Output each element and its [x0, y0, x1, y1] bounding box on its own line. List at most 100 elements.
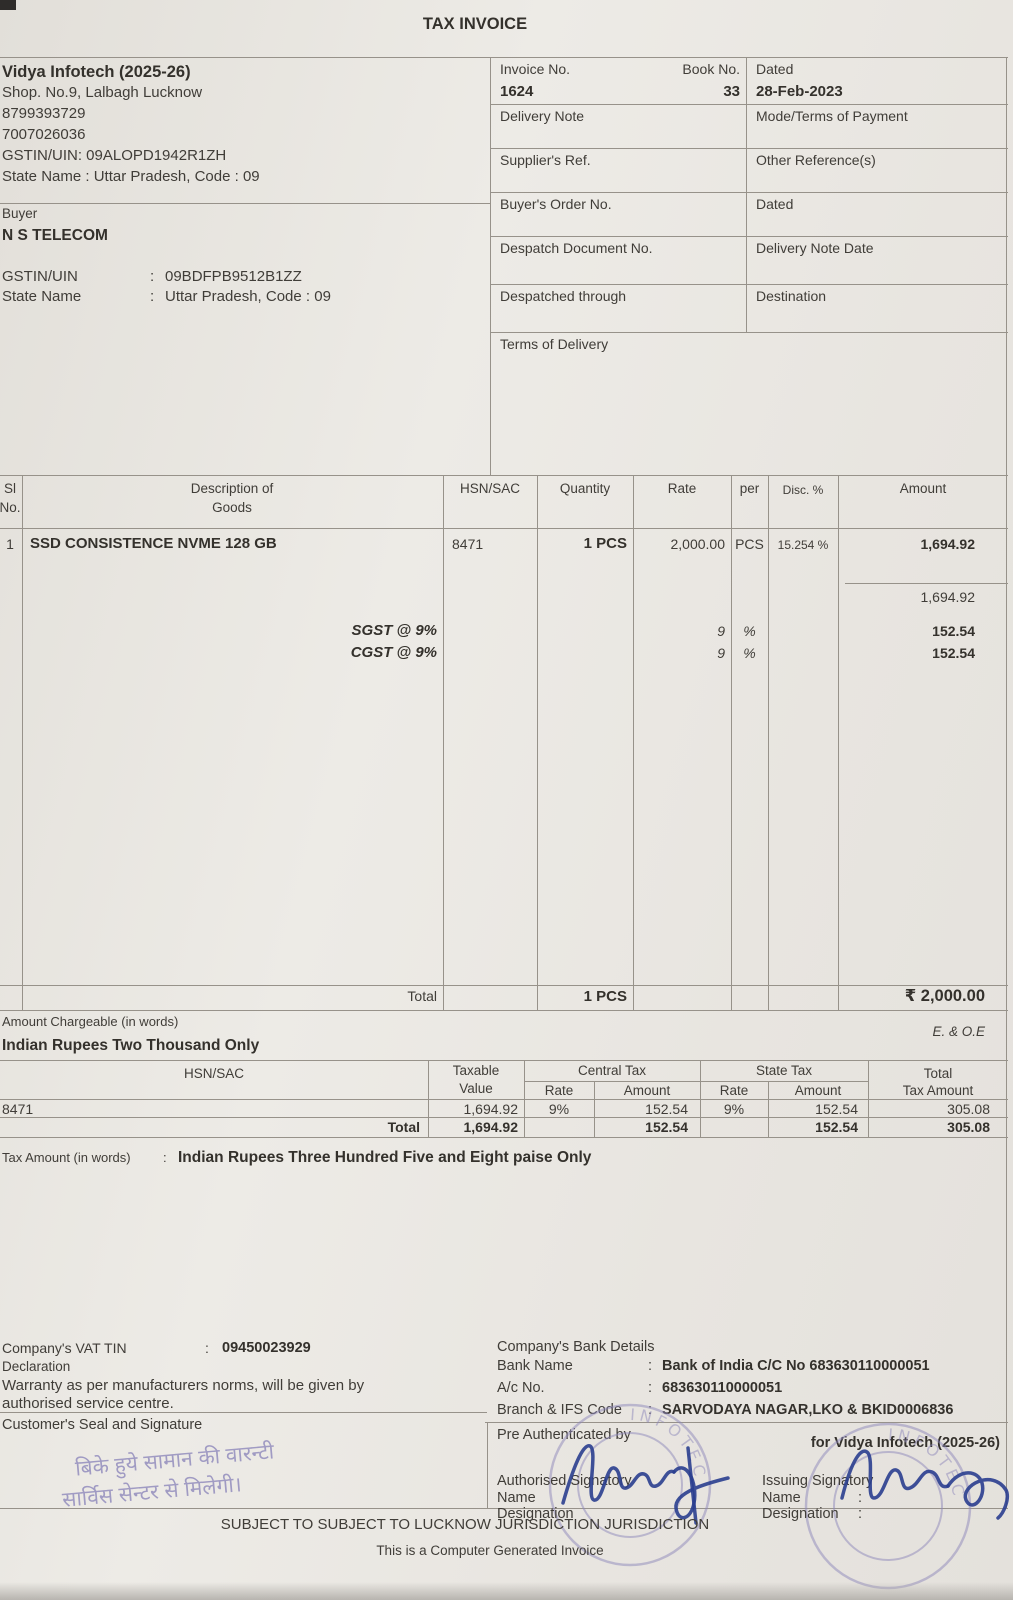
- seller-phone-2: 7007026036: [2, 126, 86, 143]
- taxtable-total-st-amount: 152.54: [815, 1119, 858, 1135]
- divider: [443, 475, 444, 1010]
- buyer-name: N S TELECOM: [2, 227, 108, 244]
- tax-words-value: Indian Rupees Three Hundred Five and Eig…: [178, 1149, 592, 1166]
- book-no-value: 33: [723, 83, 740, 100]
- buyers-order-label: Buyer's Order No.: [500, 196, 612, 212]
- tax-line-cgst: CGST @ 9%: [350, 644, 437, 661]
- taxtable-total-header: Total: [923, 1066, 953, 1081]
- divider: [428, 1060, 429, 1137]
- signature-authorised: [561, 1444, 730, 1525]
- divider: [768, 475, 769, 1010]
- taxtable-row-st-amount: 152.54: [815, 1101, 858, 1117]
- divider: [868, 1060, 869, 1137]
- divider: [0, 1117, 1008, 1118]
- tax-line-sgst: SGST @ 9%: [351, 622, 437, 639]
- divider: [485, 1422, 1008, 1423]
- bank-name-value: Bank of India C/C No 683630110000051: [662, 1358, 930, 1374]
- buyer-state-value: Uttar Pradesh, Code : 09: [165, 288, 331, 305]
- seller-phone-1: 8799393729: [2, 105, 86, 122]
- subtotal-amount: 1,694.92: [920, 589, 976, 605]
- buyer-gstin-value: 09BDFPB9512B1ZZ: [165, 268, 302, 285]
- invoice-no-label: Invoice No.: [500, 61, 571, 77]
- divider: [490, 57, 491, 475]
- terms-label: Terms of Delivery: [500, 336, 609, 352]
- taxtable-row-ct-rate: 9%: [548, 1101, 570, 1117]
- colon: :: [858, 1506, 863, 1522]
- signature-issuing: [840, 1449, 1010, 1520]
- divider: [0, 1099, 1008, 1100]
- col-header-amount: Amount: [899, 481, 947, 496]
- issuing-designation-label: Designation: [762, 1506, 839, 1522]
- colon: :: [150, 268, 155, 285]
- divider: [0, 1412, 487, 1413]
- taxtable-total-header-2: Tax Amount: [902, 1083, 974, 1098]
- tax-words-label: Tax Amount (in words): [2, 1150, 131, 1165]
- divider: [594, 1081, 595, 1137]
- col-header-hsn: HSN/SAC: [459, 481, 520, 496]
- issuing-name-label: Name: [762, 1490, 801, 1506]
- divider: [490, 148, 1008, 149]
- tax-line-cgst-per: %: [743, 645, 756, 661]
- bank-details-label: Company's Bank Details: [497, 1339, 655, 1355]
- other-ref-label: Other Reference(s): [756, 152, 876, 168]
- tax-line-sgst-per: %: [743, 623, 756, 639]
- scan-shadow: [0, 1582, 1013, 1600]
- divider: [731, 475, 732, 1010]
- divider: [490, 236, 1008, 237]
- divider: [0, 985, 1008, 986]
- taxtable-total-total: 305.08: [947, 1119, 990, 1135]
- suppliers-ref-label: Supplier's Ref.: [500, 152, 591, 168]
- subtotal-rule: [845, 583, 1008, 584]
- divider: [0, 1137, 1008, 1138]
- hindi-warranty-stamp-line-1: बिके हुये सामान की वारन्टी: [74, 1440, 275, 1481]
- mode-payment-label: Mode/Terms of Payment: [756, 108, 908, 124]
- col-header-disc: Disc. %: [782, 483, 824, 497]
- auth-signatory-label: Authorised Signatory: [497, 1473, 632, 1489]
- tax-line-sgst-amount: 152.54: [932, 623, 975, 639]
- taxtable-taxable-header-2: Value: [459, 1081, 493, 1096]
- taxtable-hsn-header: HSN/SAC: [183, 1066, 244, 1081]
- dated-value: 28-Feb-2023: [756, 83, 843, 100]
- jurisdiction-footer: SUBJECT TO SUBJECT TO LUCKNOW JURISDICTI…: [220, 1516, 710, 1533]
- divider: [0, 57, 1008, 58]
- eoe-label: E. & O.E: [932, 1024, 985, 1039]
- buyer-state-label: State Name: [2, 288, 82, 305]
- for-company-label: for Vidya Infotech (2025-26): [810, 1435, 1000, 1451]
- amount-words-label: Amount Chargeable (in words): [2, 1014, 179, 1029]
- divider: [633, 475, 634, 1010]
- colon: :: [163, 1150, 167, 1165]
- col-header-sl-2: No.: [0, 500, 21, 515]
- taxtable-total-ct-amount: 152.54: [645, 1119, 688, 1135]
- buyer-section-label: Buyer: [2, 206, 38, 221]
- delivery-note-label: Delivery Note: [500, 108, 585, 124]
- seller-state: State Name : Uttar Pradesh, Code : 09: [2, 168, 260, 185]
- vat-label: Company's VAT TIN: [2, 1340, 127, 1356]
- divider: [524, 1060, 525, 1137]
- taxtable-row-st-rate: 9%: [723, 1101, 745, 1117]
- item-rate: 2,000.00: [670, 536, 726, 552]
- col-header-quantity: Quantity: [559, 481, 611, 496]
- scan-artifact: [0, 0, 16, 10]
- divider: [487, 1422, 488, 1508]
- divider: [537, 475, 538, 1010]
- vat-value: 09450023929: [222, 1340, 311, 1356]
- bank-name-label: Bank Name: [497, 1358, 573, 1374]
- colon: :: [150, 288, 155, 305]
- seller-address: Shop. No.9, Lalbagh Lucknow: [2, 84, 203, 101]
- col-header-sl: Sl: [3, 481, 16, 496]
- divider: [490, 104, 1008, 105]
- col-header-rate: Rate: [667, 481, 697, 496]
- seller-name: Vidya Infotech (2025-26): [2, 63, 191, 81]
- invoice-no-value: 1624: [500, 83, 534, 100]
- col-header-per: per: [739, 481, 760, 496]
- item-per: PCS: [735, 536, 764, 552]
- divider: [0, 1508, 1008, 1509]
- item-amount: 1,694.92: [920, 536, 976, 552]
- divider: [22, 475, 23, 1010]
- col-header-description: Description of: [190, 481, 274, 496]
- warranty-line-1: Warranty as per manufacturers norms, wil…: [2, 1377, 365, 1394]
- seller-gstin: GSTIN/UIN: 09ALOPD1942R1ZH: [2, 147, 227, 164]
- taxtable-taxable-header: Taxable: [452, 1063, 500, 1078]
- divider: [746, 57, 747, 332]
